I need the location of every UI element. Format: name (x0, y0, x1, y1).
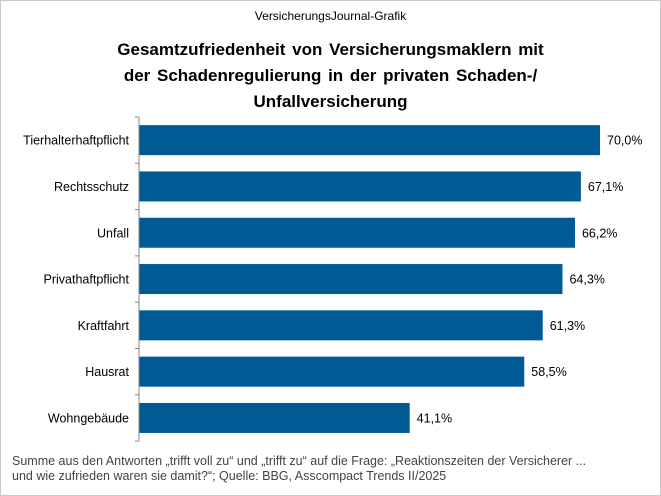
data-label-2: 66,2% (582, 226, 617, 240)
bar-4 (139, 310, 543, 341)
category-label-2: Unfall (97, 226, 129, 240)
category-label-1: Rechtsschutz (54, 180, 129, 194)
category-label-3: Privathaftpflicht (44, 273, 130, 287)
footnote-line-1: Summe aus den Antworten „trifft voll zu“… (12, 454, 587, 468)
footnote-line-2: und wie zufrieden waren sie damit?“; Que… (12, 469, 447, 483)
category-label-0: Tierhalterhaftpflicht (23, 134, 129, 148)
bar-2 (139, 217, 575, 248)
chart-title-line-2: der Schadenregulierung in der privaten S… (123, 66, 538, 85)
bar-5 (139, 356, 525, 387)
bar-1 (139, 171, 581, 202)
data-label-1: 67,1% (588, 180, 623, 194)
bar-0 (139, 125, 600, 156)
category-label-4: Kraftfahrt (78, 319, 130, 333)
data-label-3: 64,3% (569, 273, 604, 287)
data-label-0: 70,0% (607, 134, 642, 148)
bar-3 (139, 264, 563, 295)
chart-footnote: Summe aus den Antworten „trifft voll zu“… (12, 454, 652, 484)
chart-source: VersicherungsJournal-Grafik (254, 9, 407, 23)
data-label-4: 61,3% (550, 319, 585, 333)
chart-title-line-1: Gesamtzufriedenheit von Versicherungsmak… (117, 40, 544, 59)
chart-title: Gesamtzufriedenheit von Versicherungsmak… (40, 37, 621, 115)
category-label-6: Wohngebäude (48, 411, 129, 425)
chart-title-line-3: Unfallversicherung (253, 92, 408, 111)
category-label-5: Hausrat (85, 365, 129, 379)
bar-6 (139, 402, 410, 433)
data-label-6: 41,1% (417, 411, 452, 425)
data-label-5: 58,5% (531, 365, 566, 379)
